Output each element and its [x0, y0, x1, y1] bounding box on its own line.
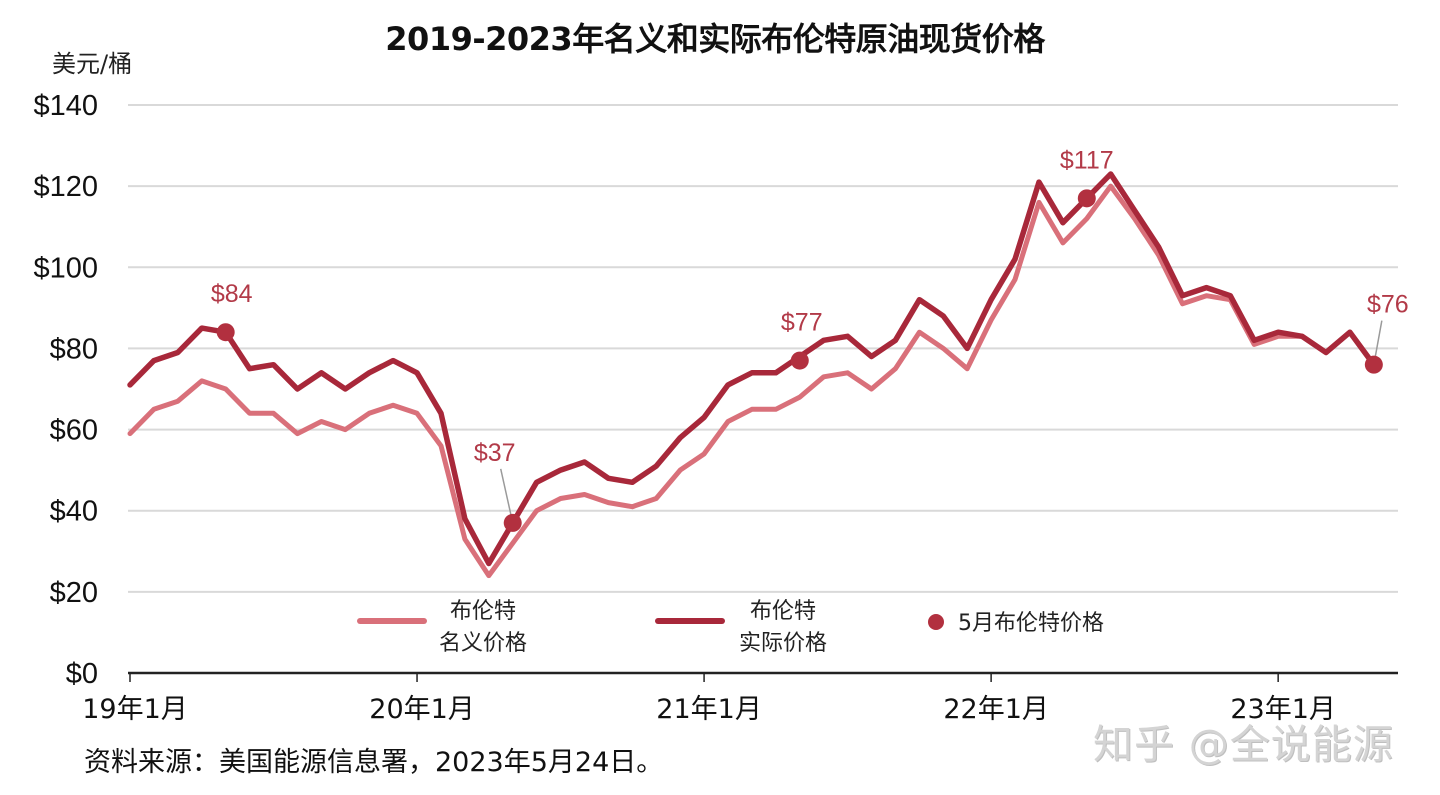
legend-real-label-line2: 实际价格 [739, 631, 827, 656]
x-tick-label: 20年1月 [369, 694, 475, 725]
may-price-annotation: $37 [474, 439, 516, 467]
gridlines [128, 104, 1398, 593]
legend-nominal-label-line2: 名义价格 [439, 631, 527, 656]
y-tick-label: $40 [50, 496, 98, 528]
data-series [127, 171, 1377, 579]
may-price-marker [1077, 189, 1096, 208]
may-price-marker [790, 351, 809, 370]
source-note: 资料来源：美国能源信息署，2023年5月24日。 [84, 747, 664, 778]
y-tick-label: $80 [50, 333, 98, 365]
chart-title: 2019-2023年名义和实际布伦特原油现货价格 [385, 20, 1045, 58]
y-tick-label: $20 [50, 577, 98, 609]
legend-real-label-line1: 布伦特 [750, 599, 816, 624]
x-axis: 19年1月 20年1月 21年1月 22年1月 23年1月 [82, 671, 1398, 725]
annotation-leader-line [499, 468, 514, 524]
y-axis-unit-label: 美元/桶 [52, 50, 133, 78]
may-price-annotation: $117 [1060, 146, 1114, 174]
x-tick-label: 22年1月 [943, 694, 1049, 725]
y-tick-label: $0 [66, 658, 98, 690]
watermark: 知乎 @全说能源 [1093, 722, 1394, 768]
y-tick-label: $100 [33, 252, 98, 284]
y-tick-label: $60 [50, 415, 98, 447]
may-price-annotation: $77 [781, 309, 823, 337]
may-price-marker [216, 323, 235, 342]
nominal-price-line [127, 183, 1377, 579]
y-axis-ticks: $0 $20 $40 $60 $80 $100 $120 $140 [33, 90, 98, 690]
may-price-marker [503, 513, 522, 532]
y-tick-label: $120 [33, 171, 98, 203]
y-tick-label: $140 [33, 90, 98, 122]
may-price-markers: $84 $37 $77 $117 $76 [211, 146, 1409, 532]
real-price-line [127, 171, 1377, 567]
x-tick-label: 23年1月 [1230, 694, 1336, 725]
legend-may-marker-icon [928, 614, 944, 630]
may-price-annotation: $84 [211, 280, 253, 308]
may-price-annotation: $76 [1367, 291, 1409, 319]
may-price-marker [1364, 355, 1383, 374]
legend-nominal-label-line1: 布伦特 [450, 599, 516, 624]
legend-may-label: 5月布伦特价格 [958, 611, 1104, 636]
x-tick-label: 19年1月 [82, 694, 188, 725]
x-tick-label: 21年1月 [656, 694, 762, 725]
legend: 布伦特 名义价格 布伦特 实际价格 5月布伦特价格 [357, 599, 1104, 656]
